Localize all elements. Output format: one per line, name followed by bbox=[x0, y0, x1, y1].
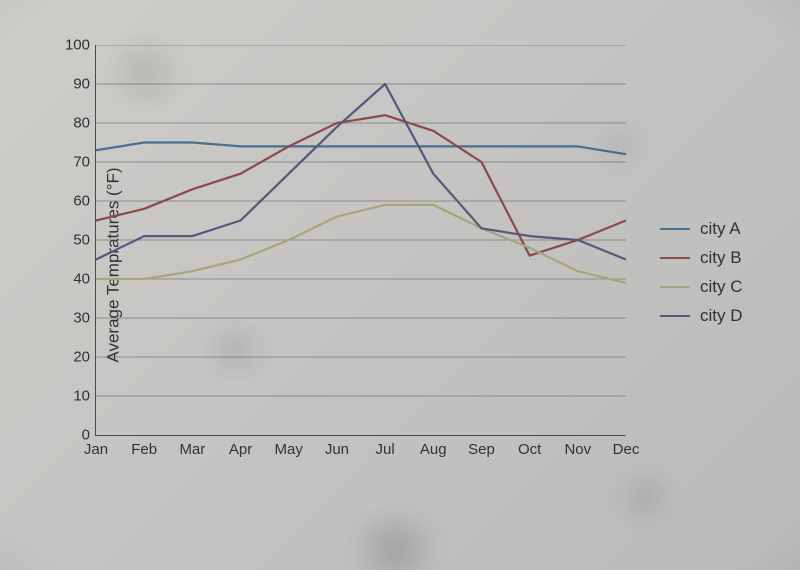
legend-item: city A bbox=[660, 219, 780, 239]
y-tick-label: 90 bbox=[73, 76, 96, 93]
gridlines bbox=[96, 45, 626, 396]
x-tick-label: Aug bbox=[420, 435, 447, 458]
legend-swatch bbox=[660, 228, 690, 230]
series-group bbox=[96, 84, 626, 283]
y-tick-label: 10 bbox=[73, 388, 96, 405]
x-tick-label: May bbox=[275, 435, 303, 458]
legend-item: city B bbox=[660, 248, 780, 268]
y-tick-label: 80 bbox=[73, 115, 96, 132]
x-tick-label: Jul bbox=[375, 435, 394, 458]
legend-swatch bbox=[660, 286, 690, 288]
legend-swatch bbox=[660, 257, 690, 259]
series-city-d bbox=[96, 84, 626, 260]
legend-swatch bbox=[660, 315, 690, 317]
y-tick-label: 50 bbox=[73, 232, 96, 249]
x-tick-label: Nov bbox=[564, 435, 591, 458]
series-city-a bbox=[96, 143, 626, 155]
plot-svg bbox=[96, 45, 626, 435]
y-tick-label: 70 bbox=[73, 154, 96, 171]
x-tick-label: Oct bbox=[518, 435, 541, 458]
x-tick-label: Apr bbox=[229, 435, 252, 458]
legend-item: city D bbox=[660, 306, 780, 326]
legend-label: city A bbox=[700, 219, 741, 239]
y-tick-label: 30 bbox=[73, 310, 96, 327]
x-tick-label: Dec bbox=[613, 435, 640, 458]
x-tick-label: Jan bbox=[84, 435, 108, 458]
series-city-c bbox=[96, 205, 626, 283]
x-tick-label: Sep bbox=[468, 435, 495, 458]
plot-area: 0102030405060708090100JanFebMarAprMayJun… bbox=[95, 45, 626, 436]
x-tick-label: Feb bbox=[131, 435, 157, 458]
legend-item: city C bbox=[660, 277, 780, 297]
legend-label: city C bbox=[700, 277, 743, 297]
y-tick-label: 40 bbox=[73, 271, 96, 288]
temperature-line-chart: Average Tempratures (°F) 010203040506070… bbox=[20, 45, 780, 485]
series-city-b bbox=[96, 115, 626, 255]
legend-label: city D bbox=[700, 306, 743, 326]
y-tick-label: 100 bbox=[65, 37, 96, 54]
x-tick-label: Mar bbox=[179, 435, 205, 458]
legend: city A city B city C city D bbox=[660, 210, 780, 335]
y-tick-label: 20 bbox=[73, 349, 96, 366]
legend-label: city B bbox=[700, 248, 742, 268]
y-tick-label: 60 bbox=[73, 193, 96, 210]
x-tick-label: Jun bbox=[325, 435, 349, 458]
